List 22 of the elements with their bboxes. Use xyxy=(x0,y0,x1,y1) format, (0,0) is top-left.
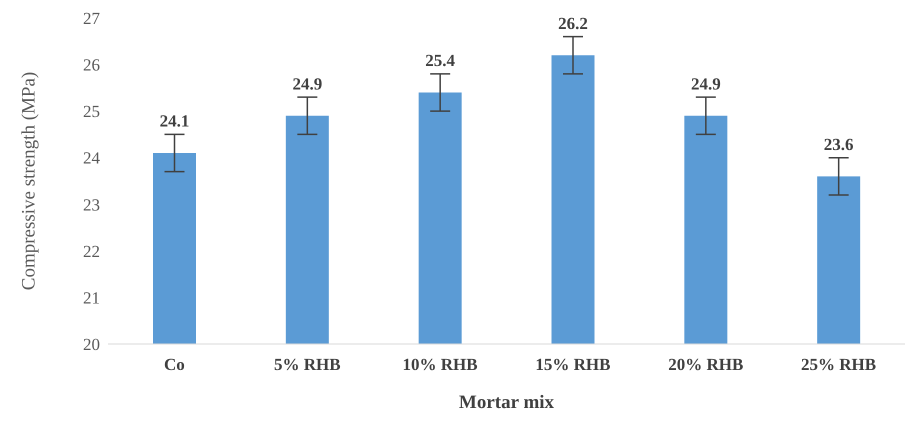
data-label: 24.9 xyxy=(690,74,721,94)
data-label: 26.2 xyxy=(558,14,588,33)
y-tick-label: 26 xyxy=(83,56,100,75)
y-tick-label: 25 xyxy=(83,102,100,122)
x-tick-label: 5% RHB xyxy=(274,355,341,374)
y-tick-label: 20 xyxy=(83,335,100,354)
x-tick-label: 20% RHB xyxy=(668,355,744,374)
data-label: 25.4 xyxy=(425,51,456,70)
x-tick-label: 10% RHB xyxy=(402,355,478,374)
x-tick-label: Co xyxy=(164,355,185,374)
data-label: 24.9 xyxy=(292,74,322,94)
y-tick-label: 27 xyxy=(83,9,100,28)
x-tick-label: 25% RHB xyxy=(801,355,876,374)
data-label: 24.1 xyxy=(160,112,190,131)
y-tick-label: 22 xyxy=(83,242,100,261)
y-axis-title: Compressive strength (MPa) xyxy=(18,72,40,290)
data-label: 23.6 xyxy=(824,134,854,154)
x-axis-title: Mortar mix xyxy=(458,392,555,413)
y-tick-label: 24 xyxy=(83,148,100,168)
y-tick-label: 21 xyxy=(83,288,100,308)
x-tick-label: 15% RHB xyxy=(535,355,610,374)
y-tick-label: 23 xyxy=(83,195,100,214)
